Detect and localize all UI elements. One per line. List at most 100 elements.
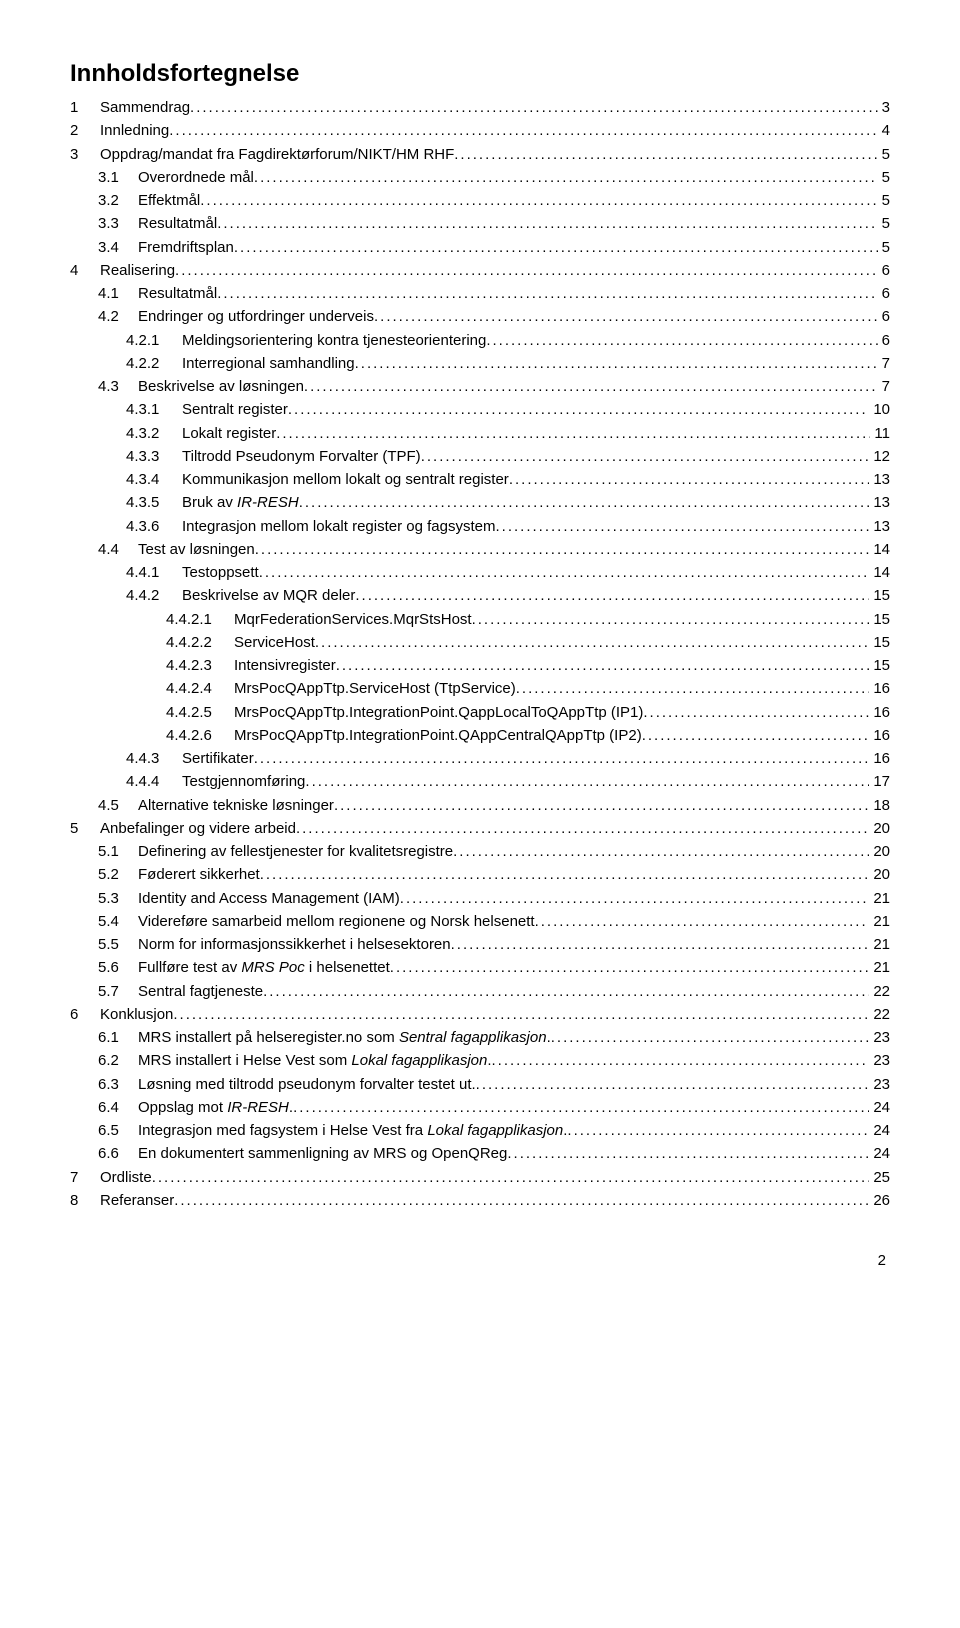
toc-entry-number: 6 (70, 1003, 100, 1026)
toc-leader-dots (643, 701, 869, 724)
toc-entry: 4.1Resultatmål6 (70, 282, 890, 305)
toc-entry-label: ServiceHost (234, 631, 315, 654)
toc-entry: 4.3Beskrivelse av løsningen7 (70, 375, 890, 398)
toc-entry-label: Norm for informasjonssikkerhet i helsese… (138, 933, 451, 956)
toc-entry: 4.4.2.6MrsPocQAppTtp.IntegrationPoint.QA… (70, 724, 890, 747)
toc-entry-number: 5 (70, 817, 100, 840)
toc-entry-number: 4.3.4 (126, 468, 182, 491)
toc-entry: 4.3.4Kommunikasjon mellom lokalt og sent… (70, 468, 890, 491)
toc-entry: 4.3.1Sentralt register10 (70, 398, 890, 421)
toc-leader-dots (200, 189, 877, 212)
toc-entry-label: MrsPocQAppTtp.ServiceHost (TtpService) (234, 677, 516, 700)
toc-entry-page: 14 (869, 561, 890, 584)
toc-entry-label: Resultatmål (138, 212, 217, 235)
toc-leader-dots (288, 398, 869, 421)
toc-entry-number: 4.4.2.6 (166, 724, 234, 747)
toc-entry-page: 24 (869, 1142, 890, 1165)
toc-entry-number: 4.4.3 (126, 747, 182, 770)
toc-entry: 2Innledning4 (70, 119, 890, 142)
toc-entry-page: 20 (869, 863, 890, 886)
toc-leader-dots (507, 1142, 869, 1165)
toc-entry: 4.4.2.1MqrFederationServices.MqrStsHost1… (70, 608, 890, 631)
toc-entry-label: Sammendrag (100, 96, 190, 119)
toc-entry-label: Effektmål (138, 189, 200, 212)
toc-entry: 5.3Identity and Access Management (IAM)2… (70, 887, 890, 910)
toc-entry-number: 4.3.5 (126, 491, 182, 514)
toc-leader-dots (453, 840, 869, 863)
toc-entry: 4.4.2.4MrsPocQAppTtp.ServiceHost (TtpSer… (70, 677, 890, 700)
toc-entry: 5.6Fullføre test av MRS Poc i helsenette… (70, 956, 890, 979)
toc-entry-label: Ordliste (100, 1166, 152, 1189)
toc-entry-label: En dokumentert sammenligning av MRS og O… (138, 1142, 507, 1165)
toc-entry: 3.3Resultatmål5 (70, 212, 890, 235)
toc-leader-dots (173, 1003, 869, 1026)
toc-entry-number: 4.3.2 (126, 422, 182, 445)
toc-entry-page: 5 (878, 189, 890, 212)
toc-entry-label: Bruk av IR-RESH (182, 491, 299, 514)
toc-entry: 8Referanser26 (70, 1189, 890, 1212)
toc-entry: 4.4.2.2ServiceHost15 (70, 631, 890, 654)
toc-entry-label: Sentral fagtjeneste (138, 980, 263, 1003)
toc-entry-number: 4.4 (98, 538, 138, 561)
toc-entry-label: Kommunikasjon mellom lokalt og sentralt … (182, 468, 509, 491)
toc-entry-page: 15 (869, 631, 890, 654)
toc-entry-label: Lokalt register (182, 422, 276, 445)
toc-entry: 4.4Test av løsningen14 (70, 538, 890, 561)
toc-entry-page: 20 (869, 840, 890, 863)
toc-entry-page: 20 (869, 817, 890, 840)
toc-entry-number: 6.2 (98, 1049, 138, 1072)
toc-leader-dots (642, 724, 870, 747)
toc-entry-label: Beskrivelse av MQR deler (182, 584, 355, 607)
toc-entry-page: 26 (869, 1189, 890, 1212)
toc-entry: 5Anbefalinger og videre arbeid20 (70, 817, 890, 840)
toc-entry-number: 6.3 (98, 1073, 138, 1096)
toc-entry: 5.7Sentral fagtjeneste22 (70, 980, 890, 1003)
toc-entry-label: Meldingsorientering kontra tjenesteorien… (182, 329, 486, 352)
toc-entry-label: Interregional samhandling (182, 352, 355, 375)
toc-entry-label: Integrasjon mellom lokalt register og fa… (182, 515, 495, 538)
toc-leader-dots (174, 1189, 869, 1212)
toc-entry: 4.4.4Testgjennomføring17 (70, 770, 890, 793)
toc-entry-number: 5.3 (98, 887, 138, 910)
toc-entry-page: 6 (878, 305, 890, 328)
toc-entry-number: 2 (70, 119, 100, 142)
toc-entry-number: 4 (70, 259, 100, 282)
toc-entry-number: 4.4.2.5 (166, 701, 234, 724)
toc-leader-dots (260, 863, 870, 886)
toc-leader-dots (299, 491, 870, 514)
toc-leader-dots (276, 422, 870, 445)
toc-entry-number: 4.4.2.3 (166, 654, 234, 677)
toc-leader-dots (152, 1166, 870, 1189)
toc-entry-label: MRS installert på helseregister.no som S… (138, 1026, 551, 1049)
toc-entry-label: Identity and Access Management (IAM) (138, 887, 400, 910)
toc-entry-number: 4.2.2 (126, 352, 182, 375)
toc-leader-dots (495, 515, 869, 538)
toc-entry: 4.2Endringer og utfordringer underveis6 (70, 305, 890, 328)
toc-entry-label: Løsning med tiltrodd pseudonym forvalter… (138, 1073, 476, 1096)
toc-leader-dots (516, 677, 870, 700)
toc-entry-number: 4.2 (98, 305, 138, 328)
toc-entry-label: Referanser (100, 1189, 174, 1212)
toc-entry-page: 5 (878, 236, 890, 259)
toc-entry: 4.5Alternative tekniske løsninger18 (70, 794, 890, 817)
toc-entry: 4Realisering6 (70, 259, 890, 282)
toc-entry-label: Oppdrag/mandat fra Fagdirektørforum/NIKT… (100, 143, 454, 166)
toc-leader-dots (254, 166, 878, 189)
toc-entry-label: Resultatmål (138, 282, 217, 305)
toc-entry-label: Definering av fellestjenester for kvalit… (138, 840, 453, 863)
toc-leader-dots (315, 631, 869, 654)
toc-entry-page: 15 (869, 608, 890, 631)
toc-entry: 1Sammendrag3 (70, 96, 890, 119)
toc-leader-dots (234, 236, 878, 259)
toc-leader-dots (421, 445, 870, 468)
toc-entry-number: 3 (70, 143, 100, 166)
toc-entry-number: 6.6 (98, 1142, 138, 1165)
toc-entry: 4.2.1Meldingsorientering kontra tjeneste… (70, 329, 890, 352)
toc-leader-dots (476, 1073, 870, 1096)
toc-entry: 6.4Oppslag mot IR-RESH.24 (70, 1096, 890, 1119)
toc-entry-page: 21 (869, 933, 890, 956)
toc-entry-number: 4.4.4 (126, 770, 182, 793)
toc-leader-dots (255, 538, 870, 561)
toc-entry-label: Sentralt register (182, 398, 288, 421)
toc-entry-number: 3.3 (98, 212, 138, 235)
